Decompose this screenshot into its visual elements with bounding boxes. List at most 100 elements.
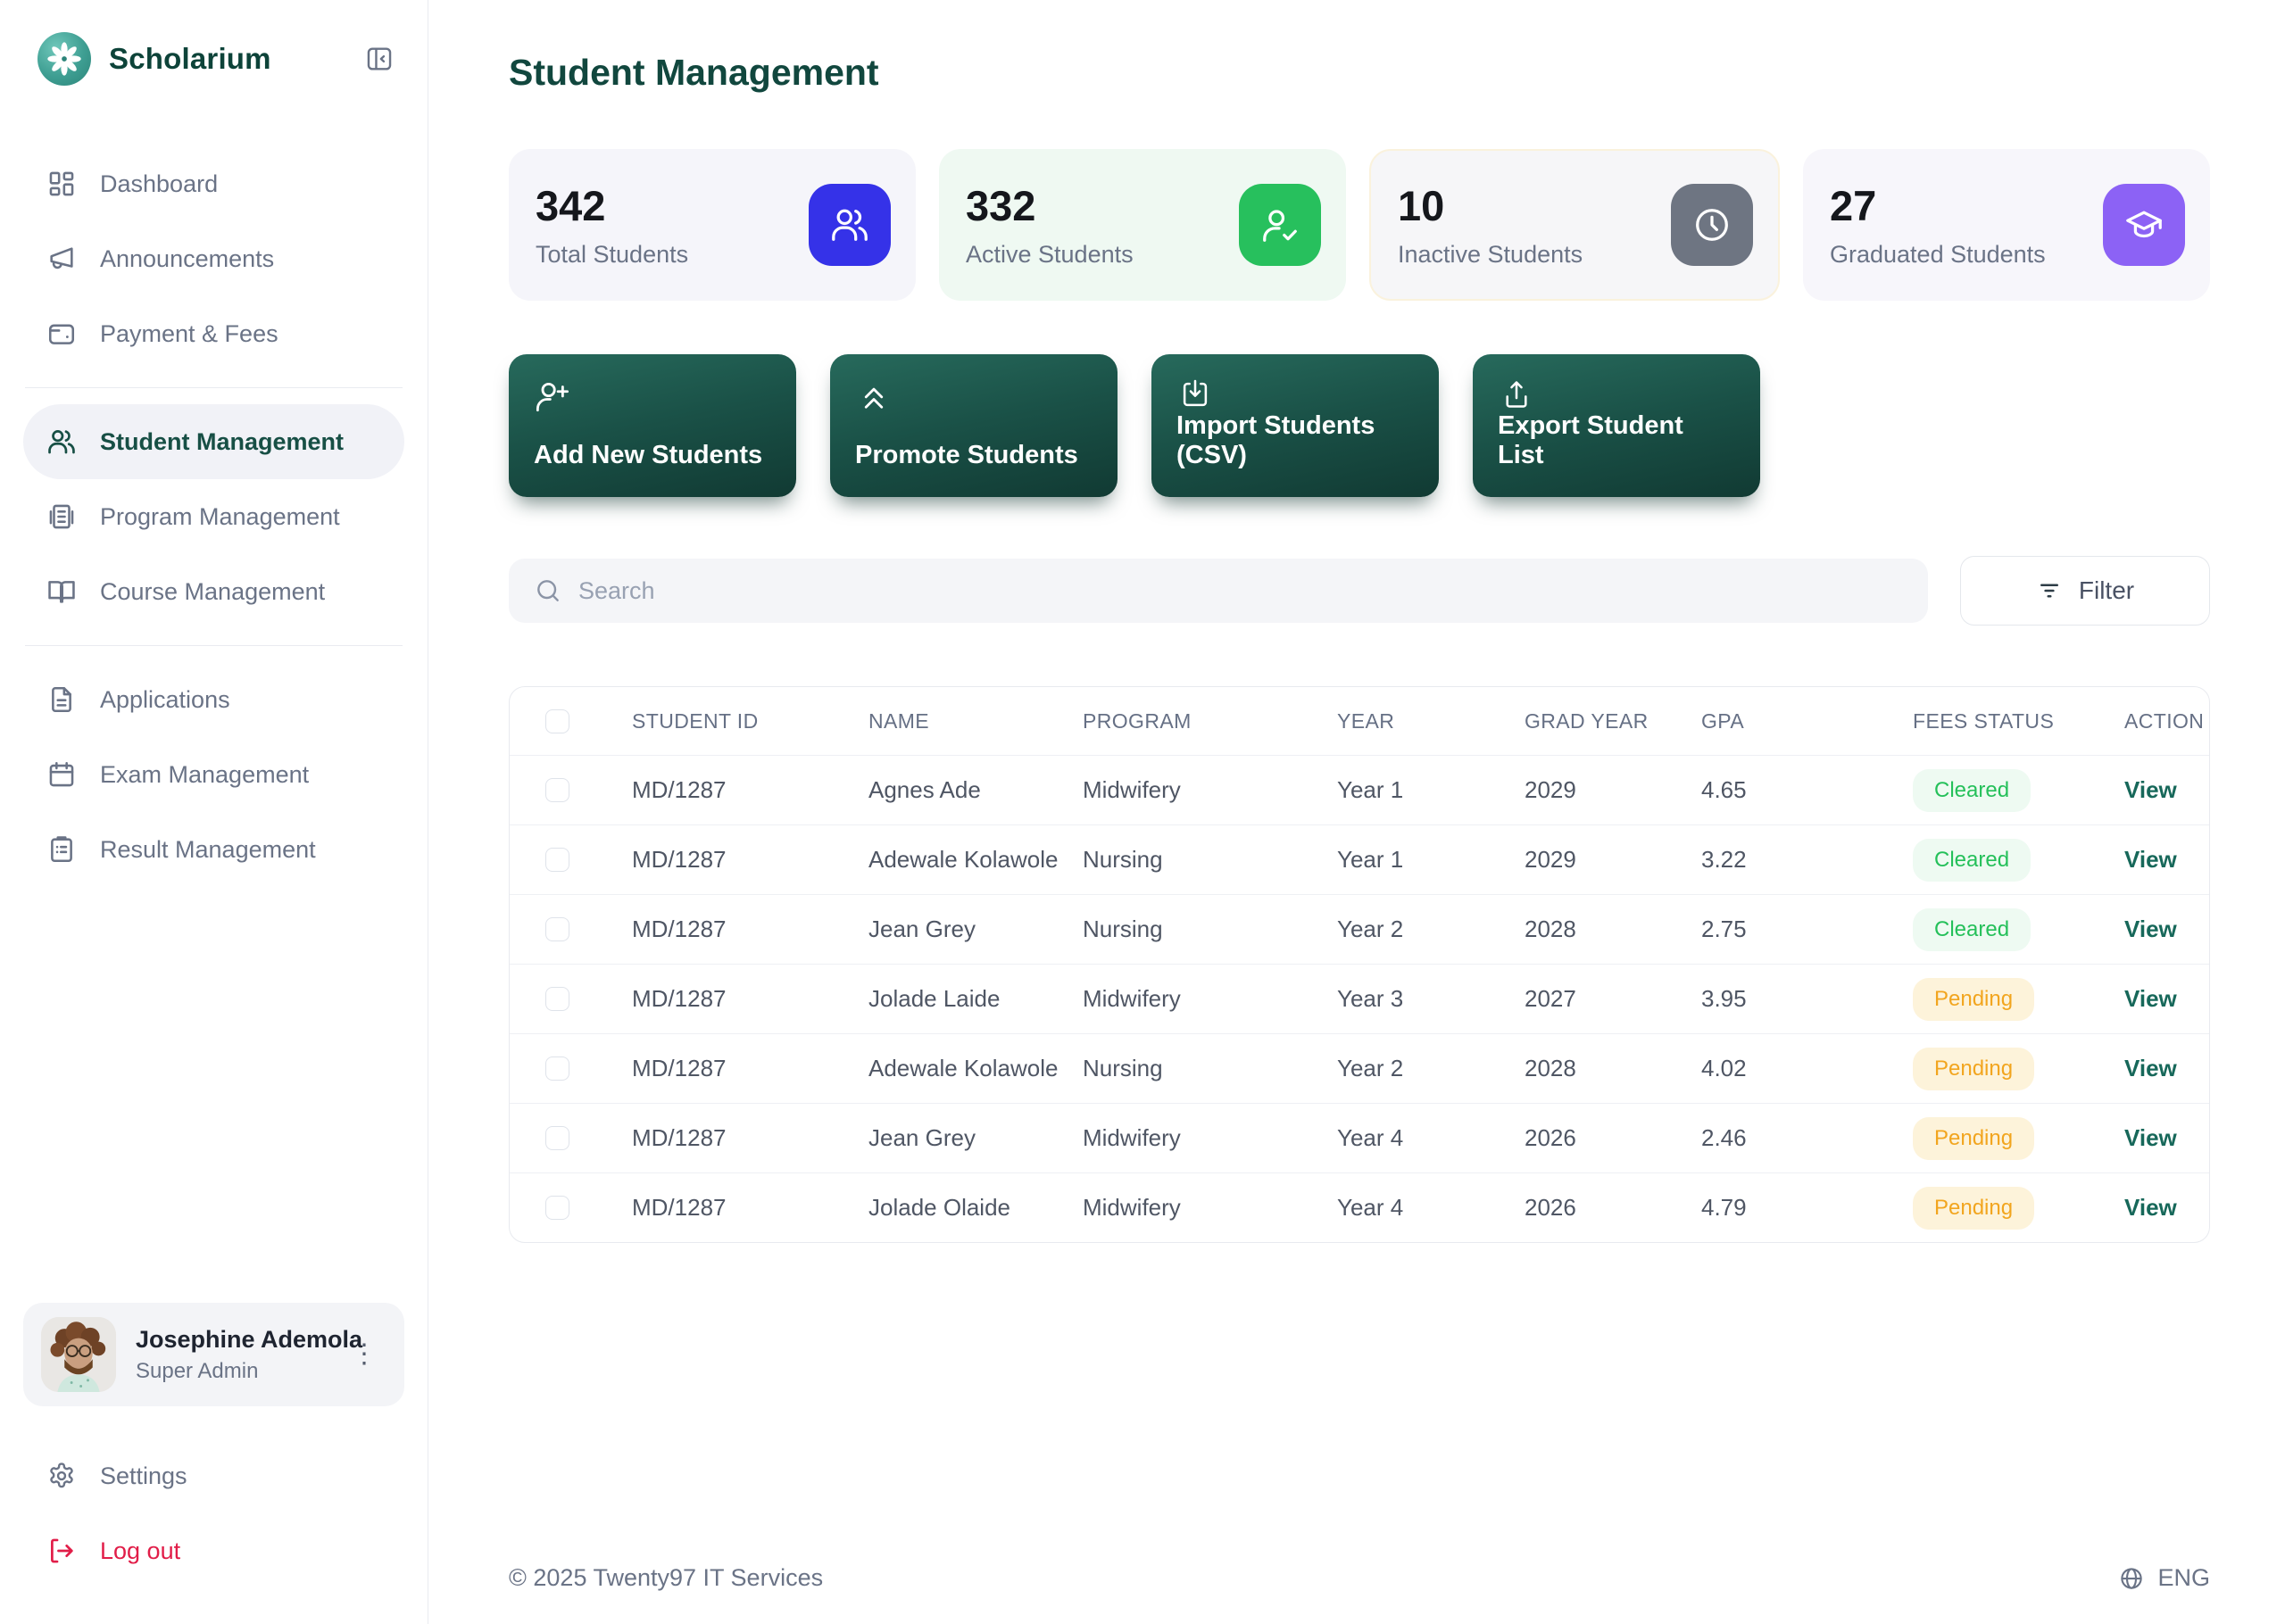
cell-year: Year 1 (1337, 846, 1404, 873)
user-plus-icon (536, 382, 569, 412)
fees-status-badge: Cleared (1913, 838, 2032, 882)
profile-text: Josephine Ademola Super Admin (136, 1325, 363, 1384)
column-header: GRAD YEAR (1525, 708, 1649, 733)
row-checkbox[interactable] (545, 1056, 569, 1081)
action-label: Add New Students (534, 441, 763, 469)
export-student-list-button[interactable]: Export Student List (1473, 354, 1760, 497)
avatar (41, 1317, 116, 1392)
sidebar-item-student-management[interactable]: Student Management (23, 404, 404, 479)
import-students-csv-button[interactable]: Import Students (CSV) (1151, 354, 1439, 497)
view-link[interactable]: View (2124, 776, 2177, 803)
sidebar-item-label: Settings (100, 1462, 187, 1489)
row-checkbox[interactable] (545, 778, 569, 802)
column-header: FEES STATUS (1913, 708, 2055, 733)
export-icon (1506, 381, 1527, 408)
sidebar-item-label: Payment & Fees (100, 319, 278, 347)
cell-gpa: 4.79 (1701, 1194, 1747, 1221)
sidebar-item-dashboard[interactable]: Dashboard (23, 146, 404, 221)
sidebar-item-label: Applications (100, 685, 230, 713)
view-link[interactable]: View (2124, 846, 2177, 873)
row-checkbox[interactable] (545, 987, 569, 1011)
main-content: Student Management 342 Total Students 33… (428, 0, 2285, 1624)
view-link[interactable]: View (2124, 1194, 2177, 1221)
stat-card-inactive-students: 10 Inactive Students (1369, 149, 1780, 301)
sidebar-item-applications[interactable]: Applications (23, 662, 404, 737)
add-new-students-button[interactable]: Add New Students (509, 354, 796, 497)
cell-program: Nursing (1083, 846, 1163, 873)
stat-value: 10 (1398, 182, 1445, 229)
sidebar-item-label: Dashboard (100, 170, 219, 197)
sidebar-collapse-icon[interactable] (360, 39, 399, 79)
user-name: Josephine Ademola (136, 1325, 363, 1353)
cell-program: Midwifery (1083, 1194, 1181, 1221)
cell-gpa: 3.95 (1701, 985, 1747, 1012)
fees-status-badge: Pending (1913, 977, 2035, 1021)
row-checkbox[interactable] (545, 917, 569, 941)
column-header: NAME (868, 708, 930, 733)
select-all-checkbox[interactable] (545, 708, 569, 733)
program-document-icon (49, 504, 74, 529)
cell-grad-year: 2026 (1525, 1194, 1576, 1221)
view-link[interactable]: View (2124, 1055, 2177, 1081)
fees-status-badge: Pending (1913, 1047, 2035, 1090)
sidebar-item-exam-management[interactable]: Exam Management (23, 737, 404, 812)
dashboard-icon (49, 171, 74, 196)
sidebar-item-logout[interactable]: Log out (23, 1513, 404, 1588)
cell-program: Nursing (1083, 1055, 1163, 1081)
cell-year: Year 1 (1337, 776, 1404, 803)
page-title: Student Management (509, 52, 879, 93)
file-text-icon (52, 686, 71, 713)
row-checkbox[interactable] (545, 1196, 569, 1220)
globe-icon (2121, 1567, 2143, 1589)
gear-icon (50, 1462, 73, 1488)
user-role: Super Admin (136, 1358, 259, 1383)
sidebar-item-course-management[interactable]: Course Management (23, 554, 404, 629)
clipboard-list-icon (51, 836, 72, 863)
cell-grad-year: 2026 (1525, 1124, 1576, 1151)
sidebar-item-result-management[interactable]: Result Management (23, 812, 404, 887)
profile-menu-icon[interactable]: ⋮ (351, 1339, 378, 1369)
column-header: PROGRAM (1083, 708, 1192, 733)
cell-name: Adewale Kolawole (868, 1055, 1059, 1081)
cell-name: Adewale Kolawole (868, 846, 1059, 873)
table-row: MD/1287 Adewale Kolawole Nursing Year 1 … (510, 824, 2209, 894)
sidebar-bottom: Josephine Ademola Super Admin ⋮ Settings… (23, 1303, 404, 1588)
cell-gpa: 4.65 (1701, 776, 1747, 803)
cell-program: Midwifery (1083, 1124, 1181, 1151)
search-input[interactable] (578, 576, 1903, 605)
cell-year: Year 3 (1337, 985, 1404, 1012)
sidebar-item-payment-fees[interactable]: Payment & Fees (23, 296, 404, 371)
view-link[interactable]: View (2124, 1124, 2177, 1151)
megaphone-icon (50, 247, 73, 269)
stat-value: 332 (966, 182, 1036, 229)
logout-icon (51, 1538, 73, 1563)
table-row: MD/1287 Adewale Kolawole Nursing Year 2 … (510, 1033, 2209, 1103)
table-row: MD/1287 Jean Grey Midwifery Year 4 2026 … (510, 1103, 2209, 1172)
import-icon (1183, 379, 1208, 407)
filter-label: Filter (2078, 576, 2135, 604)
cell-year: Year 2 (1337, 916, 1404, 942)
search-box[interactable] (509, 559, 1928, 623)
stat-label: Total Students (536, 241, 689, 268)
cell-name: Jolade Laide (868, 985, 1001, 1012)
row-checkbox[interactable] (545, 848, 569, 872)
sidebar-item-program-management[interactable]: Program Management (23, 479, 404, 554)
stat-card-total-students: 342 Total Students (509, 149, 916, 301)
view-link[interactable]: View (2124, 985, 2177, 1012)
stat-label: Inactive Students (1398, 241, 1583, 268)
stat-value: 342 (536, 182, 606, 229)
row-checkbox[interactable] (545, 1126, 569, 1150)
calendar-icon (49, 761, 74, 787)
user-profile-card[interactable]: Josephine Ademola Super Admin ⋮ (23, 1303, 404, 1406)
cell-student-id: MD/1287 (632, 1194, 727, 1221)
sidebar-item-announcements[interactable]: Announcements (23, 221, 404, 296)
app-title: Scholarium (109, 42, 271, 75)
sidebar-item-settings[interactable]: Settings (23, 1438, 404, 1513)
view-link[interactable]: View (2124, 916, 2177, 942)
column-header: YEAR (1337, 708, 1395, 733)
promote-students-button[interactable]: Promote Students (830, 354, 1118, 497)
sidebar-item-label: Log out (100, 1537, 181, 1564)
filter-button[interactable]: Filter (1960, 556, 2210, 626)
language-selector[interactable]: ENG (2118, 1564, 2210, 1592)
